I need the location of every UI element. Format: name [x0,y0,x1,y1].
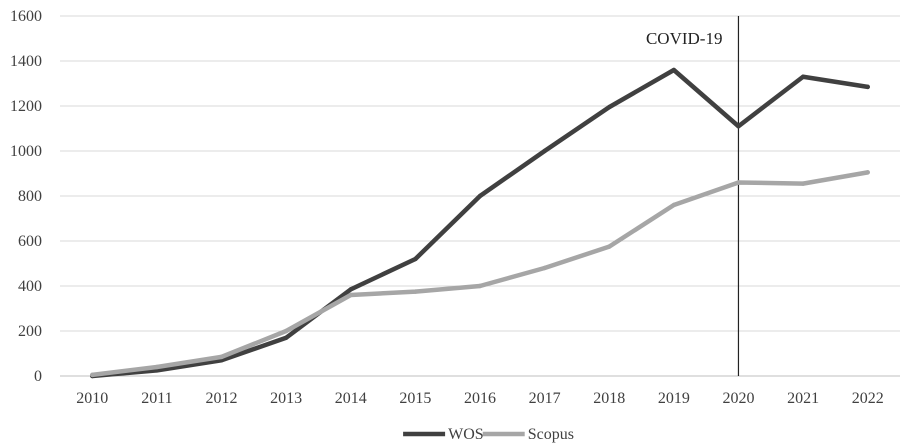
data-point-scopus [671,202,677,208]
data-point-wos [477,193,483,199]
data-point-wos [413,256,418,262]
data-point-scopus [348,292,353,298]
data-point-scopus [477,283,483,289]
annotations: COVID-19 [646,16,740,376]
data-point-scopus [154,364,160,370]
x-tick-label: 2012 [206,390,238,407]
data-point-scopus [736,180,741,185]
y-tick-label: 1000 [10,143,42,160]
x-tick-label: 2011 [141,390,172,407]
gridlines [60,15,900,332]
data-point-scopus [800,181,806,186]
data-point-wos [542,148,547,154]
data-point-wos [865,84,870,90]
y-tick-label: 1600 [10,8,42,25]
data-point-wos [736,124,741,129]
covid-19-annotation-label: COVID-19 [646,29,723,48]
y-tick-label: 1200 [10,98,42,115]
data-point-scopus [90,372,95,378]
x-tick-label: 2020 [722,390,754,407]
y-tick-label: 0 [34,368,42,385]
x-tick-label: 2013 [270,390,302,407]
x-tick-label: 2022 [852,390,884,407]
legend-label-scopus: Scopus [528,426,574,443]
data-point-scopus [283,328,289,334]
y-tick-label: 200 [18,323,42,340]
y-tick-label: 1400 [10,53,42,70]
x-tick-label: 2015 [399,390,431,407]
data-point-wos [800,74,806,79]
series-lines [90,67,870,379]
y-tick-label: 800 [18,188,42,205]
axes: 0 200 400 600 800 1000 1200 1400 1600 2010 2011 201… [10,8,900,407]
data-point-scopus [542,265,547,271]
data-point-wos [348,287,353,292]
legend-label-wos: WOS [448,426,484,443]
y-tick-label: 400 [18,278,42,295]
data-point-scopus [413,289,418,294]
data-point-wos [283,335,289,340]
legend: WOS Scopus [403,426,574,443]
x-tick-label: 2019 [658,390,690,407]
series-line-wos [90,67,870,379]
y-tick-label: 600 [18,233,42,250]
x-tick-label: 2017 [529,390,561,407]
x-tick-label: 2010 [76,390,108,407]
data-point-wos [671,67,677,73]
x-tick-label: 2021 [787,390,819,407]
data-point-scopus [219,354,224,360]
data-point-scopus [607,244,612,249]
x-tick-label: 2014 [335,390,367,407]
x-tick-label: 2018 [593,390,625,407]
x-tick-label: 2016 [464,390,496,407]
data-point-wos [607,104,612,110]
series-line-scopus [90,170,870,378]
data-point-scopus [865,170,870,175]
